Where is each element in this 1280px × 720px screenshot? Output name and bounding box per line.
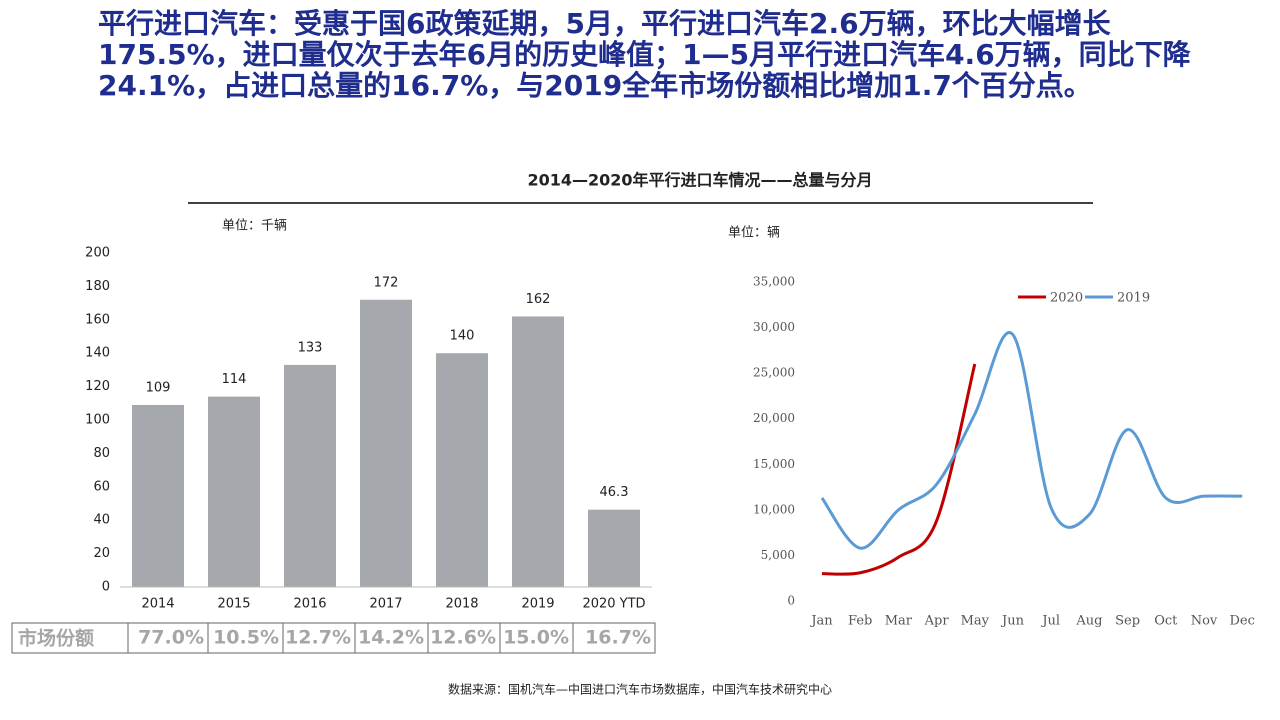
x-tick-label: Apr <box>924 614 950 629</box>
share-value: 15.0% <box>503 627 569 649</box>
source: 数据来源：国机汽车—中国进口汽车市场数据库，中国汽车技术研究中心 <box>448 682 832 697</box>
x-tick-label: 2015 <box>217 597 250 612</box>
x-tick-label: Nov <box>1191 614 1218 629</box>
bar <box>132 404 184 587</box>
y-tick-label: 15,000 <box>753 457 795 471</box>
y-tick-label: 160 <box>85 312 110 327</box>
share-value: 12.7% <box>285 627 351 649</box>
headline: 平行进口汽车：受惠于国6政策延期，5月，平行进口汽车2.6万辆，环比大幅增长17… <box>98 7 1191 102</box>
share-value: 77.0% <box>138 627 204 649</box>
x-tick-label: 2019 <box>521 597 554 612</box>
share-value: 16.7% <box>585 627 651 649</box>
x-tick-label: Dec <box>1229 614 1254 629</box>
y-tick-label: 200 <box>85 246 110 261</box>
data-label: 172 <box>374 275 399 290</box>
bar <box>360 299 412 587</box>
y-tick-label: 30,000 <box>753 320 795 334</box>
section-title: 2014—2020年平行进口车情况——总量与分月 <box>527 171 872 190</box>
bar <box>208 396 260 587</box>
x-tick-label: 2020 YTD <box>582 597 645 612</box>
series-line <box>821 363 977 576</box>
x-tick-label: 2018 <box>445 597 478 612</box>
y-tick-label: 80 <box>93 446 110 461</box>
y-tick-label: 120 <box>85 379 110 394</box>
x-tick-label: Jan <box>809 614 833 629</box>
y-tick-label: 40 <box>93 513 110 528</box>
data-label: 114 <box>222 372 247 387</box>
bar <box>436 353 488 587</box>
share-value: 12.6% <box>430 627 496 649</box>
y-tick-label: 25,000 <box>753 366 795 380</box>
x-tick-label: 2014 <box>141 597 174 612</box>
x-tick-label: May <box>961 614 990 629</box>
y-tick-label: 20,000 <box>753 411 795 425</box>
bar <box>512 316 564 587</box>
y-tick-label: 100 <box>85 413 110 428</box>
x-tick-label: 2017 <box>369 597 402 612</box>
bar <box>284 364 336 587</box>
y-tick-label: 20 <box>93 546 110 561</box>
data-label: 133 <box>298 340 323 355</box>
data-label: 140 <box>450 329 475 344</box>
y-tick-label: 0 <box>787 594 795 608</box>
unit-label: 单位：辆 <box>728 226 780 241</box>
x-tick-label: Jul <box>1040 614 1060 629</box>
x-tick-label: Mar <box>885 614 913 629</box>
series-line <box>820 331 1243 550</box>
bar <box>588 509 640 587</box>
data-label: 162 <box>526 292 551 307</box>
y-tick-label: 35,000 <box>753 275 795 289</box>
x-tick-label: Sep <box>1115 614 1140 629</box>
x-tick-label: Feb <box>848 614 872 629</box>
data-label: 46.3 <box>600 485 629 500</box>
x-tick-label: Aug <box>1075 614 1102 629</box>
data-label: 109 <box>146 380 171 395</box>
share-value: 14.2% <box>358 627 424 649</box>
y-tick-label: 180 <box>85 279 110 294</box>
x-tick-label: 2016 <box>293 597 326 612</box>
x-tick-label: Oct <box>1154 614 1178 629</box>
share-value: 10.5% <box>213 627 279 649</box>
share-label: 市场份额 <box>18 627 94 650</box>
y-tick-label: 60 <box>93 479 110 494</box>
legend-label: 2019 <box>1117 291 1150 306</box>
y-tick-label: 0 <box>102 580 110 595</box>
y-tick-label: 140 <box>85 346 110 361</box>
share-table <box>11 622 656 654</box>
unit-label: 单位：千辆 <box>222 219 287 234</box>
y-tick-label: 10,000 <box>753 502 795 516</box>
x-tick-label: Jun <box>1000 614 1025 629</box>
legend-label: 2020 <box>1050 291 1083 306</box>
y-tick-label: 5,000 <box>761 548 795 562</box>
